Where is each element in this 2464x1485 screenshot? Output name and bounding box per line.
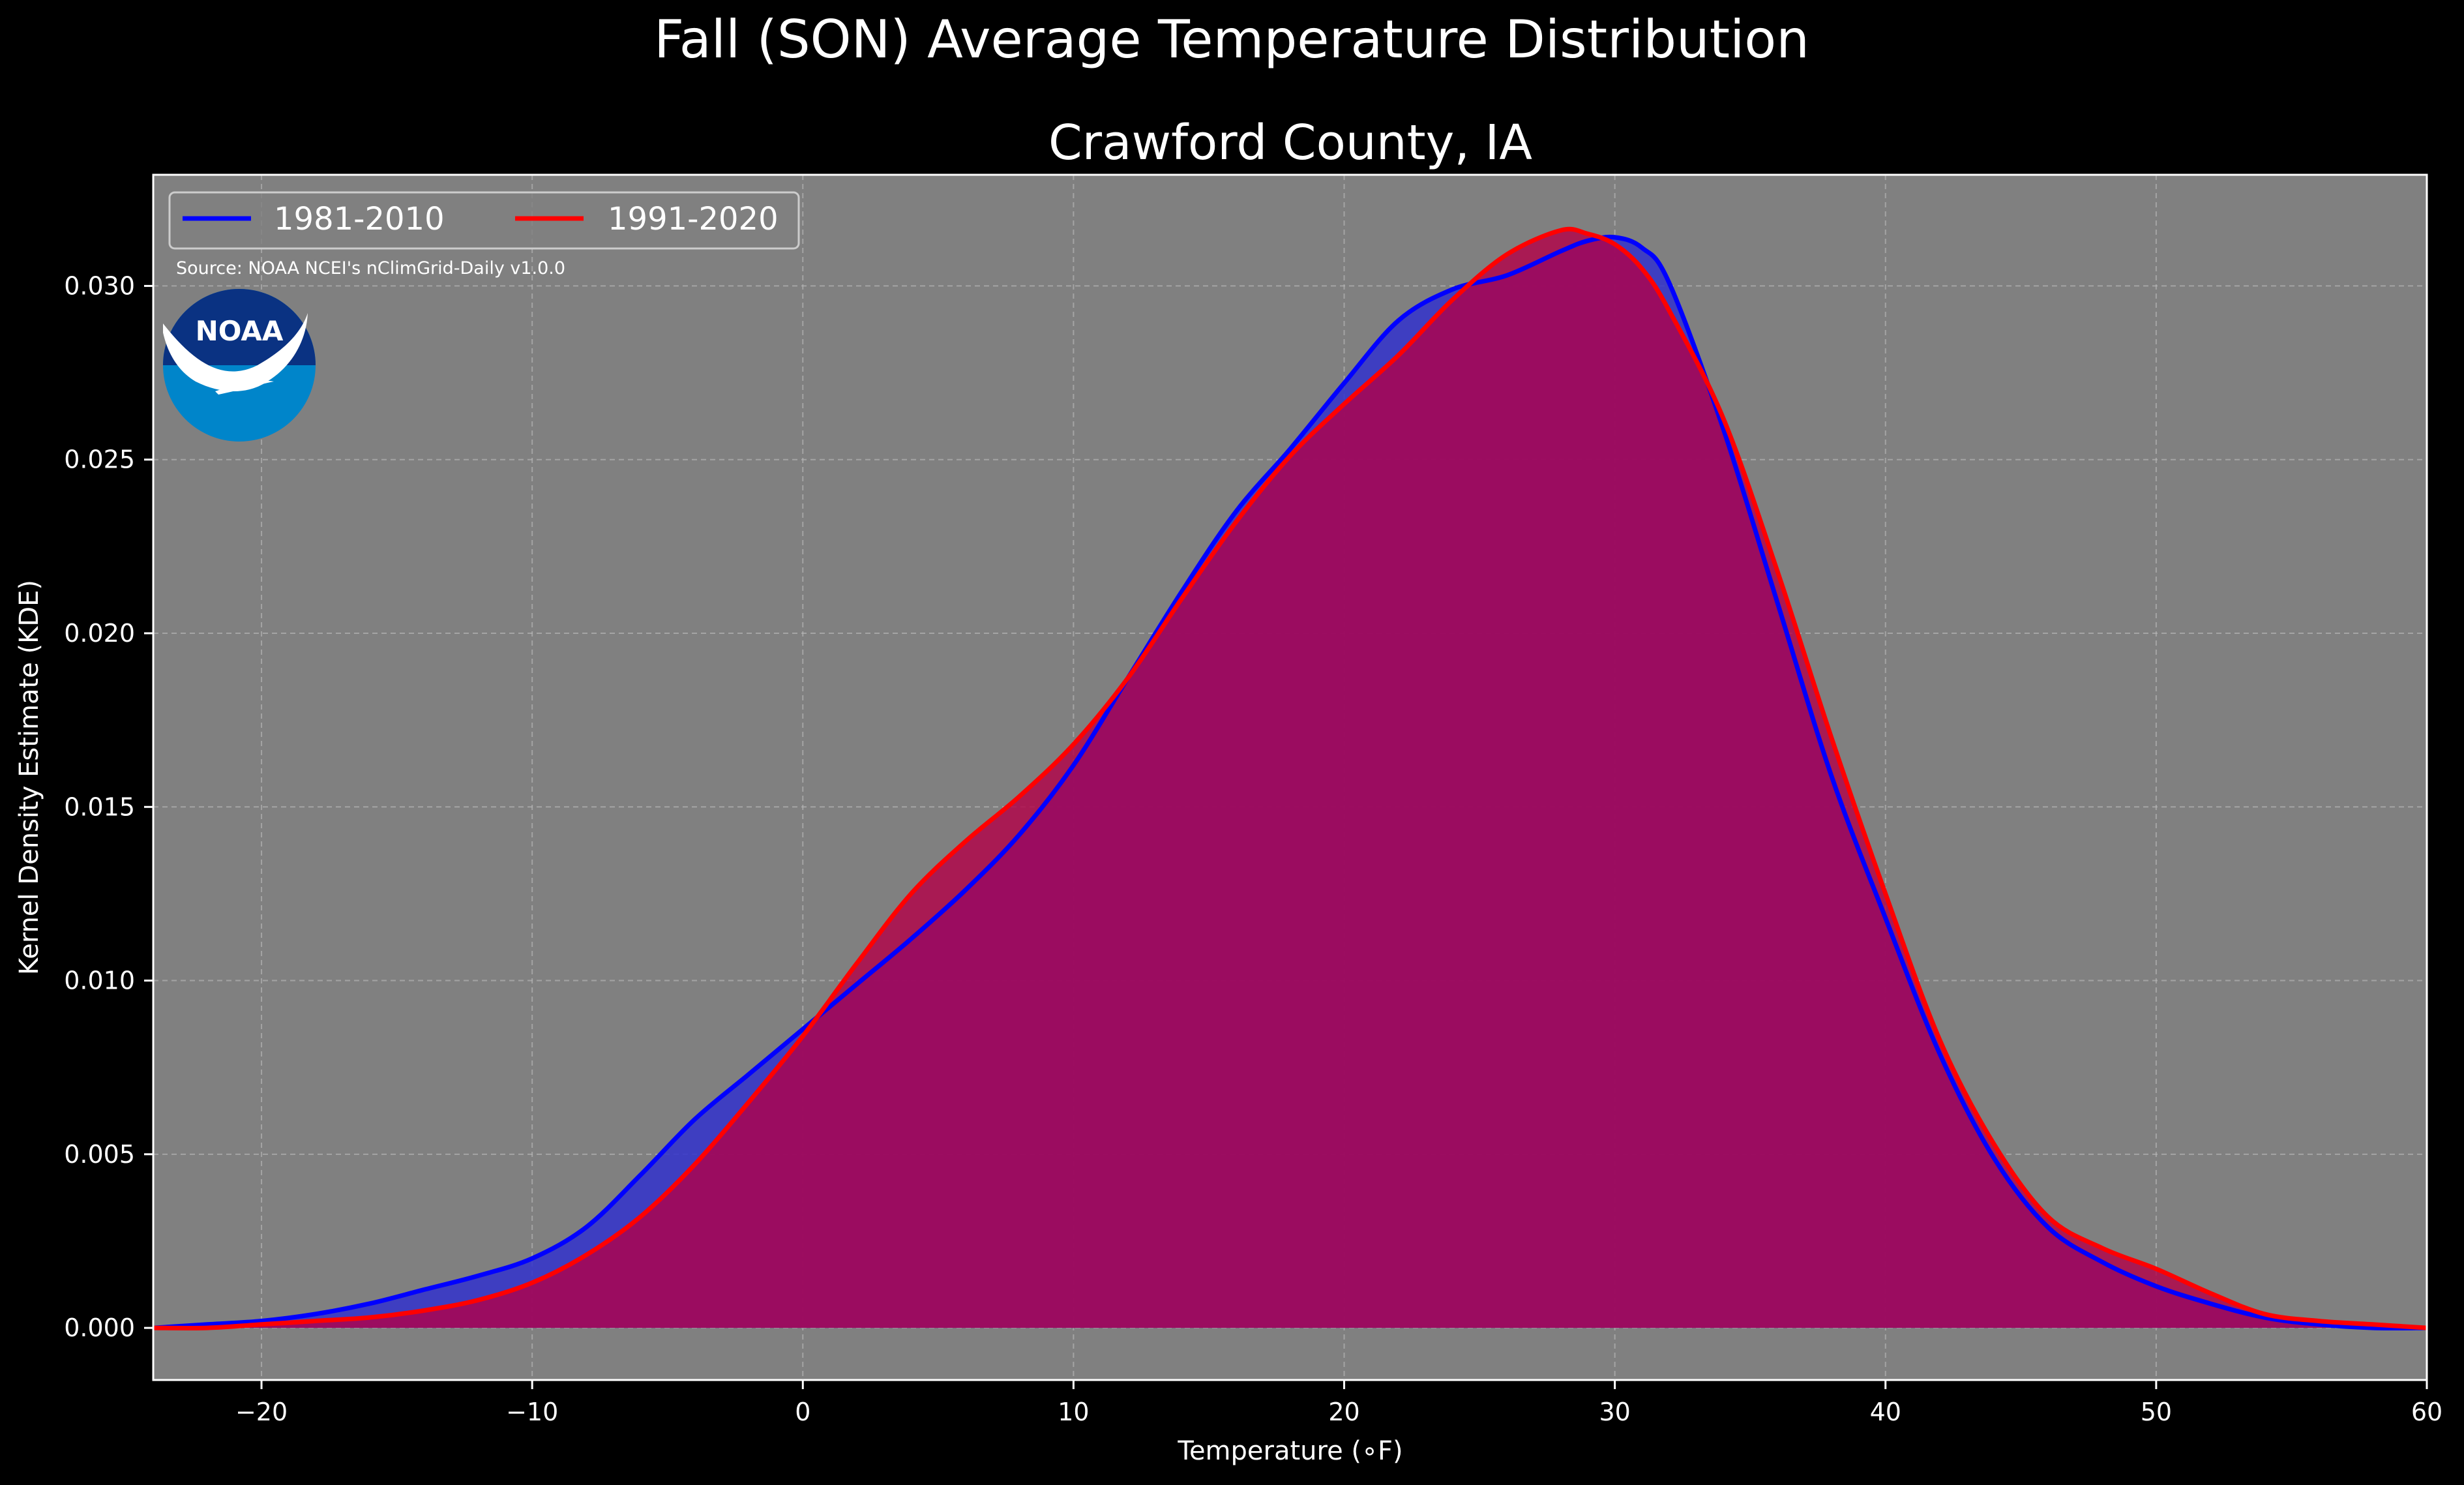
x-tick-label: 30	[1599, 1398, 1630, 1426]
y-tick-label: 0.020	[64, 619, 135, 648]
x-tick-label: 60	[2411, 1398, 2442, 1426]
x-tick-label: 0	[795, 1398, 810, 1426]
y-tick-label: 0.005	[64, 1140, 135, 1169]
y-tick-label: 0.025	[64, 445, 135, 474]
legend-box	[168, 191, 800, 250]
y-tick-label: 0.030	[64, 271, 135, 300]
series-line-1991-2020	[153, 226, 2427, 1331]
x-tick-label: −20	[235, 1398, 288, 1426]
series-area-1991-2020	[153, 229, 2427, 1328]
y-tick-label: 0.000	[64, 1313, 135, 1342]
legend: 1981-2010 1991-2020	[168, 191, 800, 250]
noaa-logo: NOAA	[163, 289, 316, 442]
y-tick-label: 0.015	[64, 792, 135, 821]
series-line-1981-2010	[153, 234, 2427, 1331]
plot-frame	[152, 173, 2428, 1381]
chart-suptitle: Fall (SON) Average Temperature Distribut…	[654, 9, 1809, 70]
chart-title: Crawford County, IA	[1048, 115, 1532, 171]
legend-label-1991-2020: 1991-2020	[608, 201, 779, 237]
y-axis-ticks: 0.000 0.005 0.010 0.015 0.020 0.025 0.030	[64, 271, 153, 1342]
x-tick-label: 20	[1328, 1398, 1359, 1426]
y-axis-label: Kernel Density Estimate (KDE)	[14, 580, 44, 975]
legend-label-1981-2010: 1981-2010	[274, 201, 445, 237]
y-tick-label: 0.010	[64, 967, 135, 995]
x-tick-label: 40	[1870, 1398, 1901, 1426]
x-tick-label: −10	[506, 1398, 558, 1426]
noaa-logo-text: NOAA	[196, 315, 284, 347]
x-tick-label: 50	[2141, 1398, 2172, 1426]
x-axis-label: Temperature (∘F)	[1177, 1436, 1403, 1466]
x-axis-ticks: −20 −10 0 10 20 30 40 50 60	[235, 1380, 2442, 1426]
source-note: Source: NOAA NCEI's nClimGrid-Daily v1.0…	[176, 258, 565, 278]
x-tick-label: 10	[1058, 1398, 1089, 1426]
series-areas	[153, 226, 2427, 1331]
